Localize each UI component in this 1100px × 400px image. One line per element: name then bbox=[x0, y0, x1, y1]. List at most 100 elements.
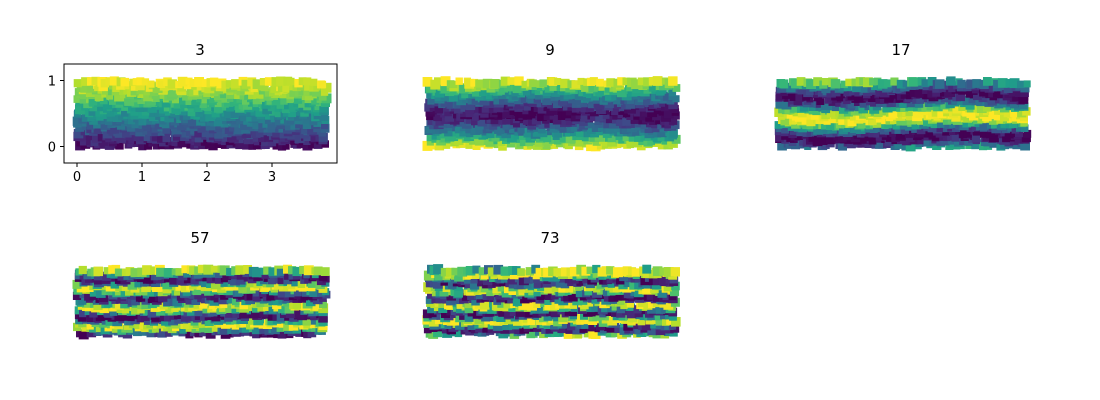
scatter-point bbox=[320, 267, 330, 276]
scatter-point bbox=[496, 312, 506, 322]
scatter-point bbox=[180, 304, 189, 312]
panel-3: 0 1 2 3 0 1 bbox=[48, 63, 338, 185]
scatter-point bbox=[95, 288, 106, 298]
scatter-point bbox=[496, 275, 505, 284]
scatter-point bbox=[544, 83, 554, 93]
scatter-point bbox=[843, 88, 852, 97]
scatter-point bbox=[621, 124, 631, 134]
scatter-point bbox=[168, 315, 178, 326]
scatter-point bbox=[554, 137, 562, 145]
scatter-point bbox=[795, 91, 805, 102]
scatter-point bbox=[239, 92, 247, 100]
scatter-point bbox=[936, 96, 945, 105]
scatter-point bbox=[147, 309, 156, 318]
scatter-point bbox=[114, 91, 125, 102]
scatter-point bbox=[1011, 113, 1020, 122]
scatter-point bbox=[662, 318, 670, 326]
scatter-point bbox=[539, 79, 548, 88]
scatter-point bbox=[209, 77, 219, 86]
axes-frame bbox=[63, 63, 338, 164]
scatter-point bbox=[810, 112, 819, 120]
scatter-point bbox=[210, 292, 219, 301]
scatter-point bbox=[456, 113, 464, 121]
scatter-point bbox=[657, 141, 667, 150]
scatter-point bbox=[433, 278, 443, 289]
scatter-point bbox=[221, 80, 230, 89]
scatter-point bbox=[479, 300, 490, 310]
scatter-point bbox=[163, 268, 173, 278]
scatter-point bbox=[988, 88, 998, 98]
scatter-point bbox=[512, 266, 521, 275]
scatter-point bbox=[267, 120, 276, 129]
scatter-point bbox=[307, 280, 316, 288]
scatter-point bbox=[494, 308, 502, 316]
scatter-point bbox=[130, 87, 139, 96]
scatter-point bbox=[162, 134, 171, 143]
scatter-point bbox=[136, 77, 145, 86]
scatter-point bbox=[177, 137, 187, 147]
scatter-point bbox=[84, 290, 94, 301]
scatter-point bbox=[912, 107, 923, 118]
scatter-point bbox=[181, 129, 190, 138]
scatter-point bbox=[1015, 129, 1024, 138]
scatter-point bbox=[527, 300, 537, 311]
scatter-point bbox=[263, 266, 272, 275]
scatter-point bbox=[267, 138, 277, 147]
scatter-point bbox=[902, 116, 912, 126]
scatter-point bbox=[543, 134, 552, 143]
scatter-point bbox=[313, 117, 323, 127]
scatter-point bbox=[587, 125, 596, 134]
scatter-point bbox=[169, 277, 177, 285]
scatter-point bbox=[655, 304, 666, 314]
scatter-point bbox=[204, 317, 214, 326]
scatter-point bbox=[859, 100, 867, 108]
scatter-point bbox=[521, 299, 531, 310]
scatter-point bbox=[535, 267, 545, 278]
scatter-point bbox=[205, 328, 216, 339]
scatter-point bbox=[99, 303, 110, 314]
scatter-point bbox=[831, 102, 841, 112]
scatter-point bbox=[535, 90, 544, 100]
scatter-point bbox=[318, 129, 326, 137]
scatter-point bbox=[523, 274, 533, 284]
scatter-point bbox=[985, 129, 996, 139]
scatter-point bbox=[75, 104, 85, 115]
scatter-point bbox=[816, 97, 825, 105]
scatter-point bbox=[797, 108, 807, 118]
scatter-point bbox=[966, 79, 976, 89]
scatter-point bbox=[89, 309, 98, 318]
scatter-point bbox=[630, 326, 638, 334]
scatter-point bbox=[582, 274, 592, 284]
scatter-point bbox=[114, 311, 125, 322]
scatter-point bbox=[654, 313, 662, 321]
scatter-point bbox=[813, 121, 821, 130]
scatter-point bbox=[313, 266, 323, 276]
scatter-point bbox=[121, 284, 129, 292]
scatter-point bbox=[183, 112, 191, 120]
scatter-point bbox=[203, 264, 214, 275]
scatter-point bbox=[508, 280, 517, 289]
scatter-point bbox=[622, 77, 630, 85]
scatter-point bbox=[162, 125, 171, 134]
scatter-point bbox=[435, 117, 444, 126]
scatter-point bbox=[616, 87, 627, 98]
scatter-point bbox=[194, 292, 202, 300]
scatter-point bbox=[507, 274, 517, 285]
scatter-point bbox=[310, 133, 320, 142]
scatter-point bbox=[449, 114, 460, 125]
scatter-point bbox=[423, 270, 434, 281]
panel-9 bbox=[422, 76, 681, 152]
scatter-point bbox=[519, 132, 527, 140]
panel-73 bbox=[422, 264, 681, 339]
scatter-point bbox=[460, 138, 469, 148]
scatter-point bbox=[194, 77, 204, 87]
scatter-point bbox=[502, 115, 512, 125]
scatter-point bbox=[83, 282, 94, 292]
scatter-point bbox=[201, 79, 210, 88]
scatter-point bbox=[177, 76, 188, 87]
scatter-point bbox=[857, 119, 867, 129]
scatter-point bbox=[668, 88, 677, 97]
scatter-point bbox=[151, 131, 162, 142]
scatter-point bbox=[147, 103, 157, 113]
scatter-point bbox=[86, 136, 95, 146]
